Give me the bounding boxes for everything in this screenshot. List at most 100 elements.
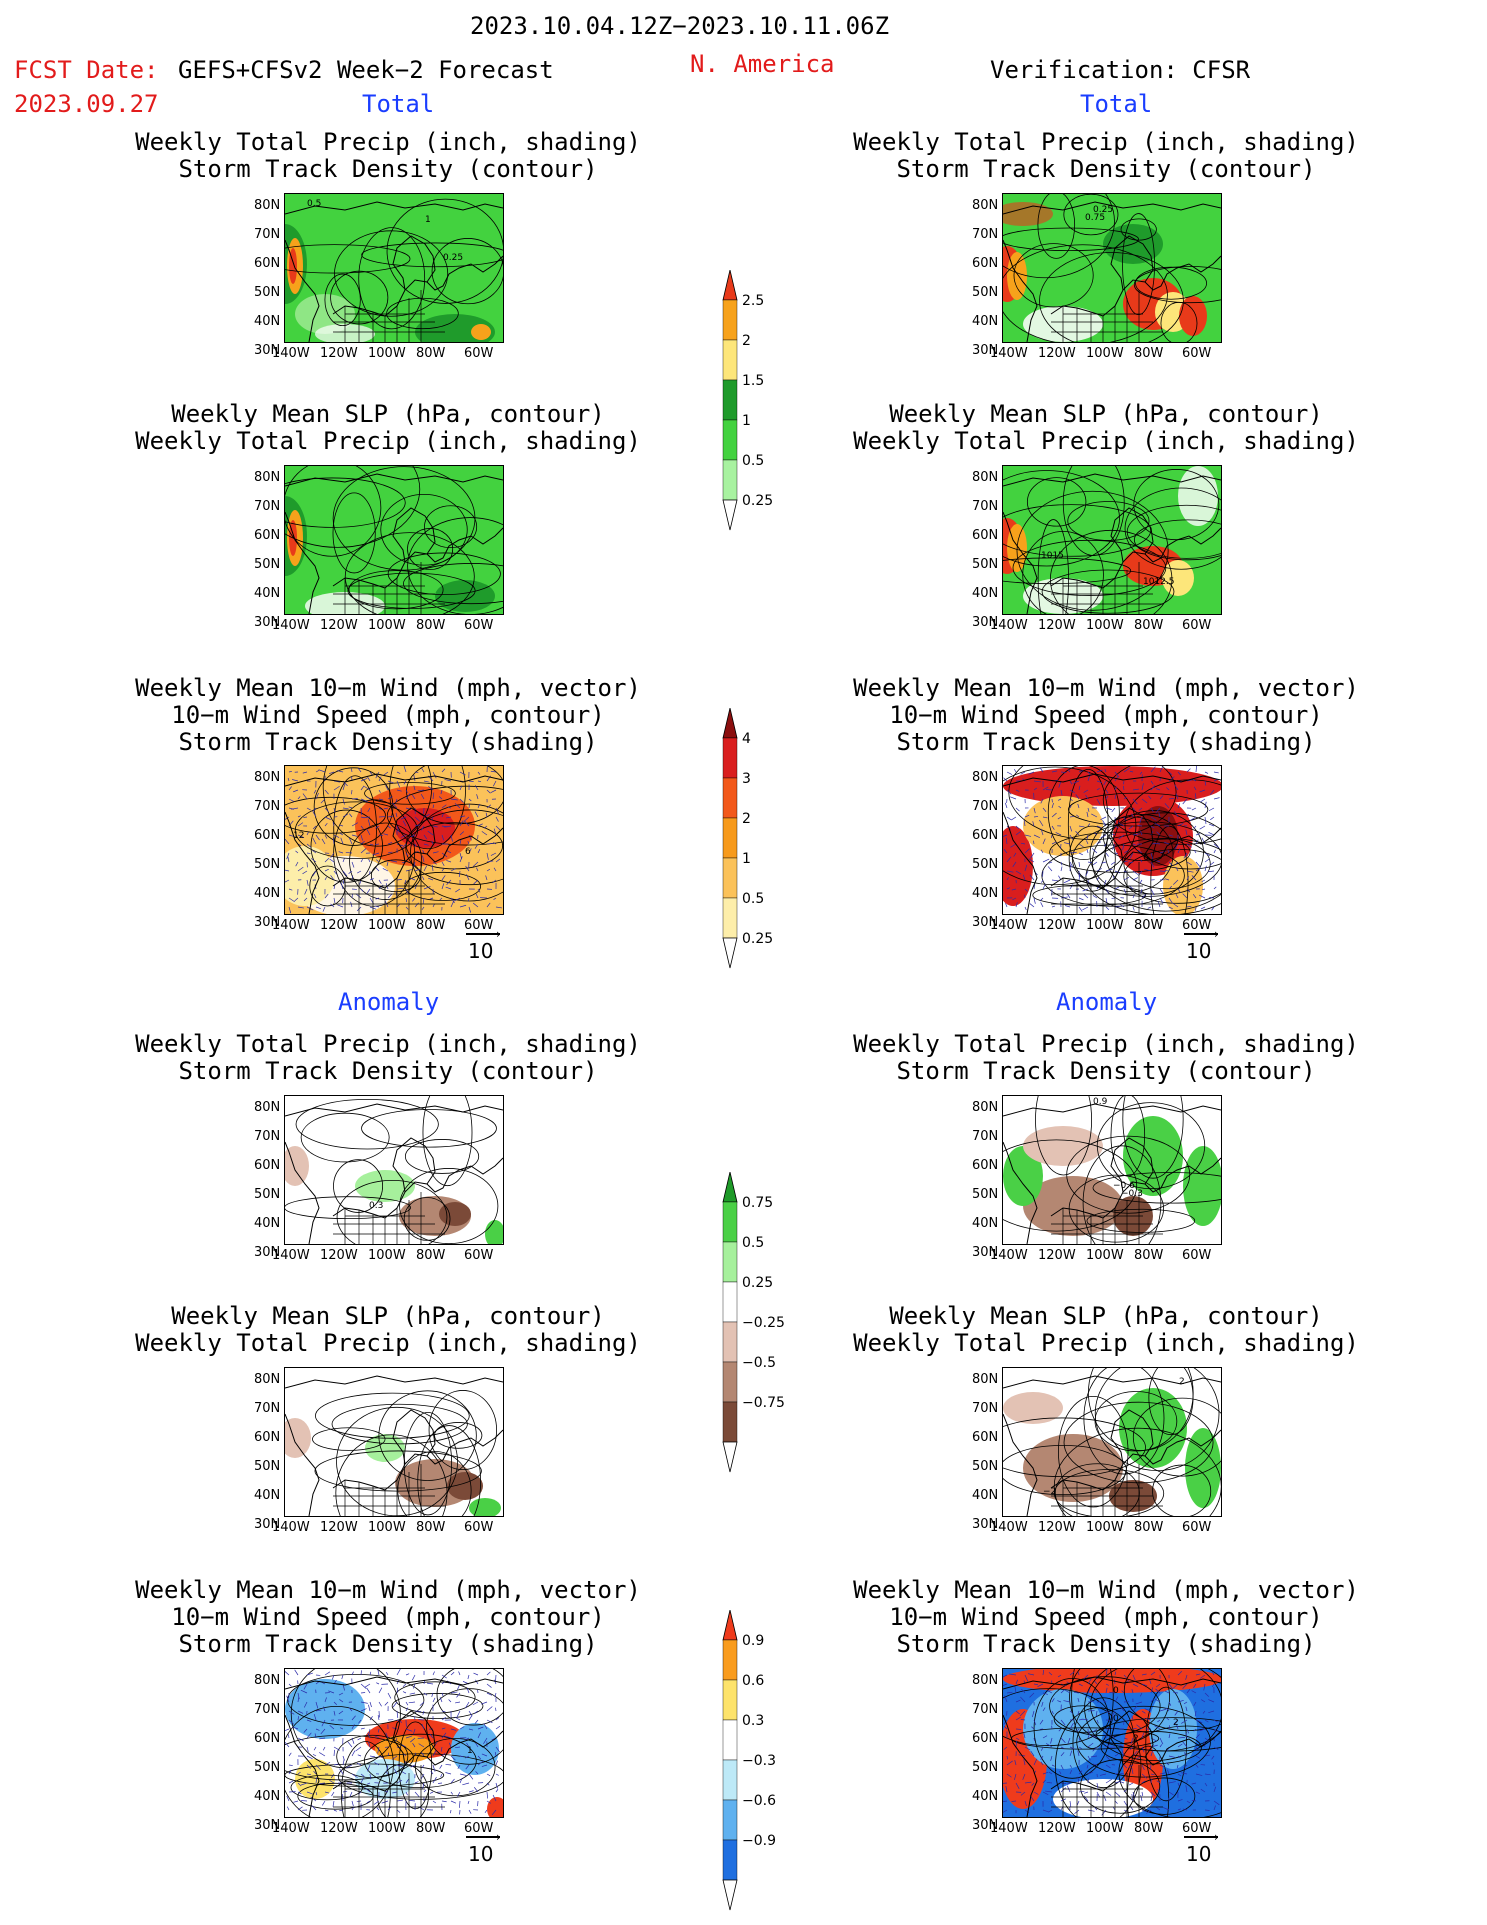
title-fc-total-wind-2: 10−m Wind Speed (mph, contour): [171, 701, 605, 729]
lon-tick-label: 140W: [990, 346, 1028, 361]
lat-tick-label: 70N: [254, 1702, 281, 1717]
lon-tick-label: 80W: [416, 1520, 446, 1535]
contour-label: 2: [1133, 1734, 1139, 1744]
title-ob-total-precip-1: Weekly Total Precip (inch, shading): [853, 128, 1359, 156]
title-ob-anom-wind-2: 10−m Wind Speed (mph, contour): [889, 1603, 1323, 1631]
lat-tick-label: 80N: [254, 1372, 281, 1387]
colorbar-tick-label: −0.9: [742, 1833, 776, 1849]
reference-vector-arrow: [1184, 933, 1218, 935]
lat-tick-label: 50N: [972, 1459, 999, 1474]
lon-tick-label: 100W: [1086, 918, 1124, 933]
lon-tick-label: 80W: [1134, 1520, 1164, 1535]
contour-label: 0.5: [307, 199, 321, 209]
title-fc-anom-wind-1: Weekly Mean 10−m Wind (mph, vector): [135, 1576, 641, 1604]
lon-tick-label: 120W: [320, 1520, 358, 1535]
section-total-left: Total: [362, 90, 435, 118]
lon-tick-label: 80W: [1134, 918, 1164, 933]
map-ob-total-wind-storm: 6: [1002, 765, 1222, 915]
contour-label: 2: [1173, 1718, 1179, 1728]
lat-tick-label: 40N: [972, 586, 999, 601]
contour-label: −0.3: [1121, 1189, 1143, 1199]
title-ob-anom-precip-1: Weekly Total Precip (inch, shading): [853, 1030, 1359, 1058]
lon-tick-label: 60W: [464, 1520, 494, 1535]
colorbar-tick-label: −0.3: [742, 1753, 776, 1769]
colorbar-tick-label: 0.25: [742, 493, 774, 509]
lat-tick-label: 40N: [972, 1216, 999, 1231]
lat-tick-label: 60N: [254, 256, 281, 271]
title-ob-total-precip-2: Storm Track Density (contour): [896, 155, 1316, 183]
lat-tick-label: 50N: [254, 857, 281, 872]
lat-tick-label: 40N: [254, 1216, 281, 1231]
lon-tick-label: 100W: [368, 1821, 406, 1836]
lat-tick-label: 30N: [972, 343, 999, 358]
lat-tick-label: 30N: [254, 915, 281, 930]
title-ob-total-slp-2: Weekly Total Precip (inch, shading): [853, 427, 1359, 455]
verification-label: Verification: CFSR: [990, 56, 1251, 84]
title-fc-anom-precip-1: Weekly Total Precip (inch, shading): [135, 1030, 641, 1058]
lat-tick-label: 80N: [254, 470, 281, 485]
section-total-right: Total: [1080, 90, 1153, 118]
colorbar-tick-label: 3: [742, 771, 751, 787]
lat-tick-label: 70N: [972, 799, 999, 814]
lon-tick-label: 140W: [272, 618, 310, 633]
lon-tick-label: 60W: [1182, 1248, 1212, 1263]
lat-tick-label: 60N: [972, 1430, 999, 1445]
lat-tick-label: 70N: [972, 1702, 999, 1717]
lon-tick-label: 120W: [1038, 1520, 1076, 1535]
contour-label: 0.3: [369, 1201, 383, 1211]
lon-tick-label: 80W: [416, 1821, 446, 1836]
lat-tick-label: 70N: [254, 1129, 281, 1144]
lat-tick-label: 50N: [972, 1760, 999, 1775]
lat-tick-label: 60N: [254, 828, 281, 843]
colorbar-tick-label: 0.5: [742, 1235, 765, 1251]
reference-vector-head: ›: [496, 927, 501, 941]
colorbar-tick-label: −0.5: [742, 1355, 776, 1371]
lon-tick-label: 140W: [272, 1520, 310, 1535]
lat-tick-label: 60N: [254, 1430, 281, 1445]
lat-tick-label: 60N: [972, 256, 999, 271]
title-ob-total-wind-3: Storm Track Density (shading): [896, 728, 1316, 756]
title-fc-total-wind-3: Storm Track Density (shading): [178, 728, 598, 756]
colorbar-tick-label: 0.25: [742, 1275, 774, 1291]
lon-tick-label: 60W: [1182, 618, 1212, 633]
lon-tick-label: 60W: [1182, 918, 1212, 933]
lat-tick-label: 50N: [254, 557, 281, 572]
lon-tick-label: 60W: [1182, 1520, 1212, 1535]
contour-label: 0: [1113, 1686, 1119, 1696]
lon-tick-label: 100W: [1086, 1248, 1124, 1263]
lat-tick-label: 30N: [254, 1245, 281, 1260]
lat-tick-label: 70N: [254, 227, 281, 242]
contour-label: 1: [425, 215, 431, 225]
lon-tick-label: 80W: [416, 346, 446, 361]
lat-tick-label: 80N: [972, 1100, 999, 1115]
title-fc-anom-wind-2: 10−m Wind Speed (mph, contour): [171, 1603, 605, 1631]
contour-label: 1015: [1041, 551, 1064, 561]
colorbar-storm-total: [722, 707, 752, 982]
lat-tick-label: 40N: [254, 1488, 281, 1503]
title-fc-total-wind-1: Weekly Mean 10−m Wind (mph, vector): [135, 674, 641, 702]
lat-tick-label: 70N: [972, 1129, 999, 1144]
lon-tick-label: 140W: [990, 918, 1028, 933]
title-ob-anom-wind-3: Storm Track Density (shading): [896, 1630, 1316, 1658]
lon-tick-label: 80W: [416, 618, 446, 633]
lon-tick-label: 100W: [368, 618, 406, 633]
lat-tick-label: 30N: [972, 1818, 999, 1833]
map-fc-total-wind-storm: 12 6: [284, 765, 504, 915]
colorbar-storm-anom: [722, 1609, 752, 1924]
colorbar-tick-label: 2: [742, 811, 751, 827]
title-fc-total-slp-2: Weekly Total Precip (inch, shading): [135, 427, 641, 455]
lon-tick-label: 120W: [320, 1821, 358, 1836]
lon-tick-label: 120W: [320, 346, 358, 361]
lat-tick-label: 60N: [254, 528, 281, 543]
map-ob-total-precip-storm: 0.25 0.75: [1002, 193, 1222, 343]
title-ob-total-wind-1: Weekly Mean 10−m Wind (mph, vector): [853, 674, 1359, 702]
contour-label: 1012.5: [1143, 577, 1175, 587]
lat-tick-label: 80N: [972, 770, 999, 785]
lat-tick-label: 40N: [972, 886, 999, 901]
colorbar-tick-label: 0.6: [742, 1673, 765, 1689]
lat-tick-label: 70N: [254, 799, 281, 814]
lat-tick-label: 40N: [254, 314, 281, 329]
lat-tick-label: 30N: [254, 615, 281, 630]
title-fc-total-precip-2: Storm Track Density (contour): [178, 155, 598, 183]
lon-tick-label: 120W: [1038, 1821, 1076, 1836]
